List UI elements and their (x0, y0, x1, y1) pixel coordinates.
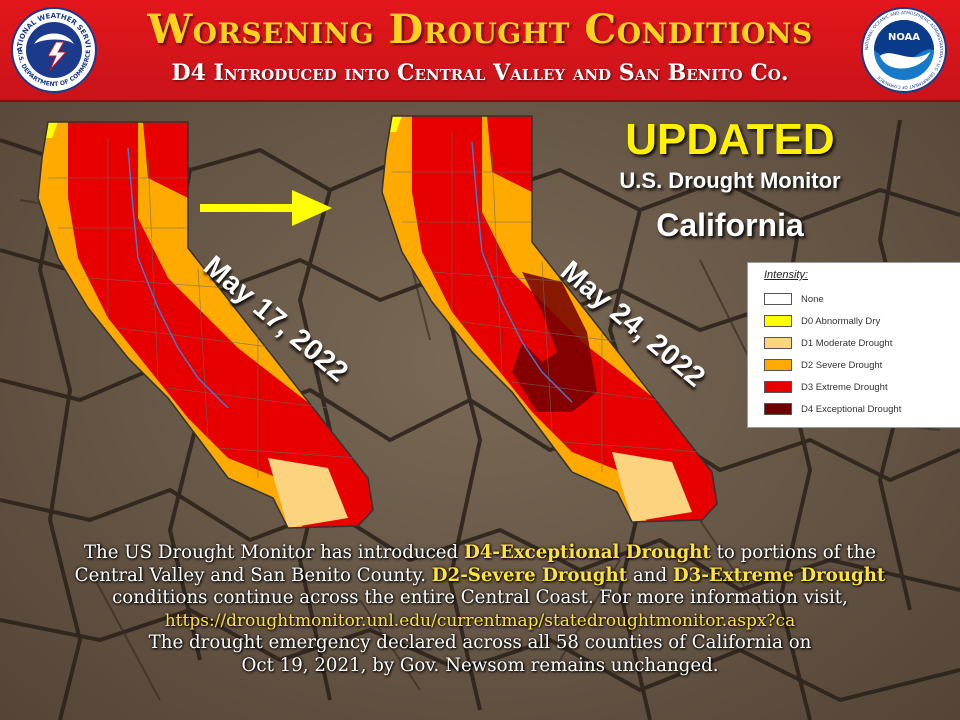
description-line-1: The US Drought Monitor has introduced D4… (0, 542, 960, 565)
legend-label: D1 Moderate Drought (801, 337, 893, 349)
noaa-logo-text: NOAA (888, 32, 920, 43)
comparison-arrow (200, 190, 332, 226)
source-label: U.S. Drought Monitor (619, 168, 841, 193)
legend-label: D3 Extreme Drought (801, 381, 888, 393)
description-line-4: The drought emergency declared across al… (148, 632, 812, 653)
drought-map-may-17 (37, 121, 374, 529)
legend-title: Intensity: (764, 269, 809, 281)
noaa-logo: NOAA NATIONAL OCEANIC AND ATMOSPHERIC AD… (861, 7, 947, 93)
description-line-5: Oct 19, 2021, by Gov. Newsom remains unc… (241, 654, 719, 676)
text-span: to portions of the (710, 542, 877, 563)
state-label: California (656, 207, 804, 243)
legend-label: D4 Exceptional Drought (801, 403, 902, 415)
legend-swatch-none (764, 293, 792, 305)
legend-item: D2 Severe Drought (764, 358, 882, 372)
legend-item: D3 Extreme Drought (764, 380, 888, 394)
drought-monitor-link[interactable]: https://droughtmonitor.unl.edu/currentma… (164, 610, 796, 631)
legend-label: None (801, 293, 824, 305)
d2-highlight: D2-Severe Drought (431, 564, 628, 586)
page-title: Worsening Drought Conditions (147, 6, 813, 53)
description-text: The US Drought Monitor has introduced D4… (0, 542, 960, 677)
legend-swatch-d0 (764, 315, 792, 327)
legend-item: D0 Abnormally Dry (764, 314, 880, 328)
text-span: The US Drought Monitor has introduced (83, 542, 464, 563)
nws-logo: NATIONAL WEATHER SERVICE U.S. DEPARTMENT… (8, 6, 97, 93)
d3-highlight: D3-Extreme Drought (672, 564, 886, 586)
legend-item: D1 Moderate Drought (764, 336, 892, 350)
legend-item: D4 Exceptional Drought (764, 402, 901, 416)
legend-swatch-d1 (764, 337, 792, 349)
legend-item: None (764, 292, 824, 306)
title-banner: Worsening Drought Conditions D4 Introduc… (0, 0, 960, 102)
legend-label: D0 Abnormally Dry (801, 315, 881, 327)
description-line-3: conditions continue across the entire Ce… (112, 587, 848, 608)
legend-label: D2 Severe Drought (801, 359, 883, 371)
description-line-2: Central Valley and San Benito County. D2… (0, 565, 960, 588)
text-span: Central Valley and San Benito County. (74, 564, 432, 586)
intensity-legend: Intensity: None D0 Abnormally Dry D1 Mod… (747, 262, 960, 428)
page-subtitle: D4 Introduced into Central Valley and Sa… (171, 60, 789, 86)
drought-map-may-24 (381, 115, 718, 523)
updated-label: UPDATED (625, 115, 835, 164)
text-span: and (627, 564, 673, 586)
legend-swatch-d3 (764, 381, 792, 393)
d4-highlight: D4-Exceptional Drought (464, 542, 711, 563)
legend-swatch-d2 (764, 359, 792, 371)
legend-swatch-d4 (764, 403, 792, 415)
